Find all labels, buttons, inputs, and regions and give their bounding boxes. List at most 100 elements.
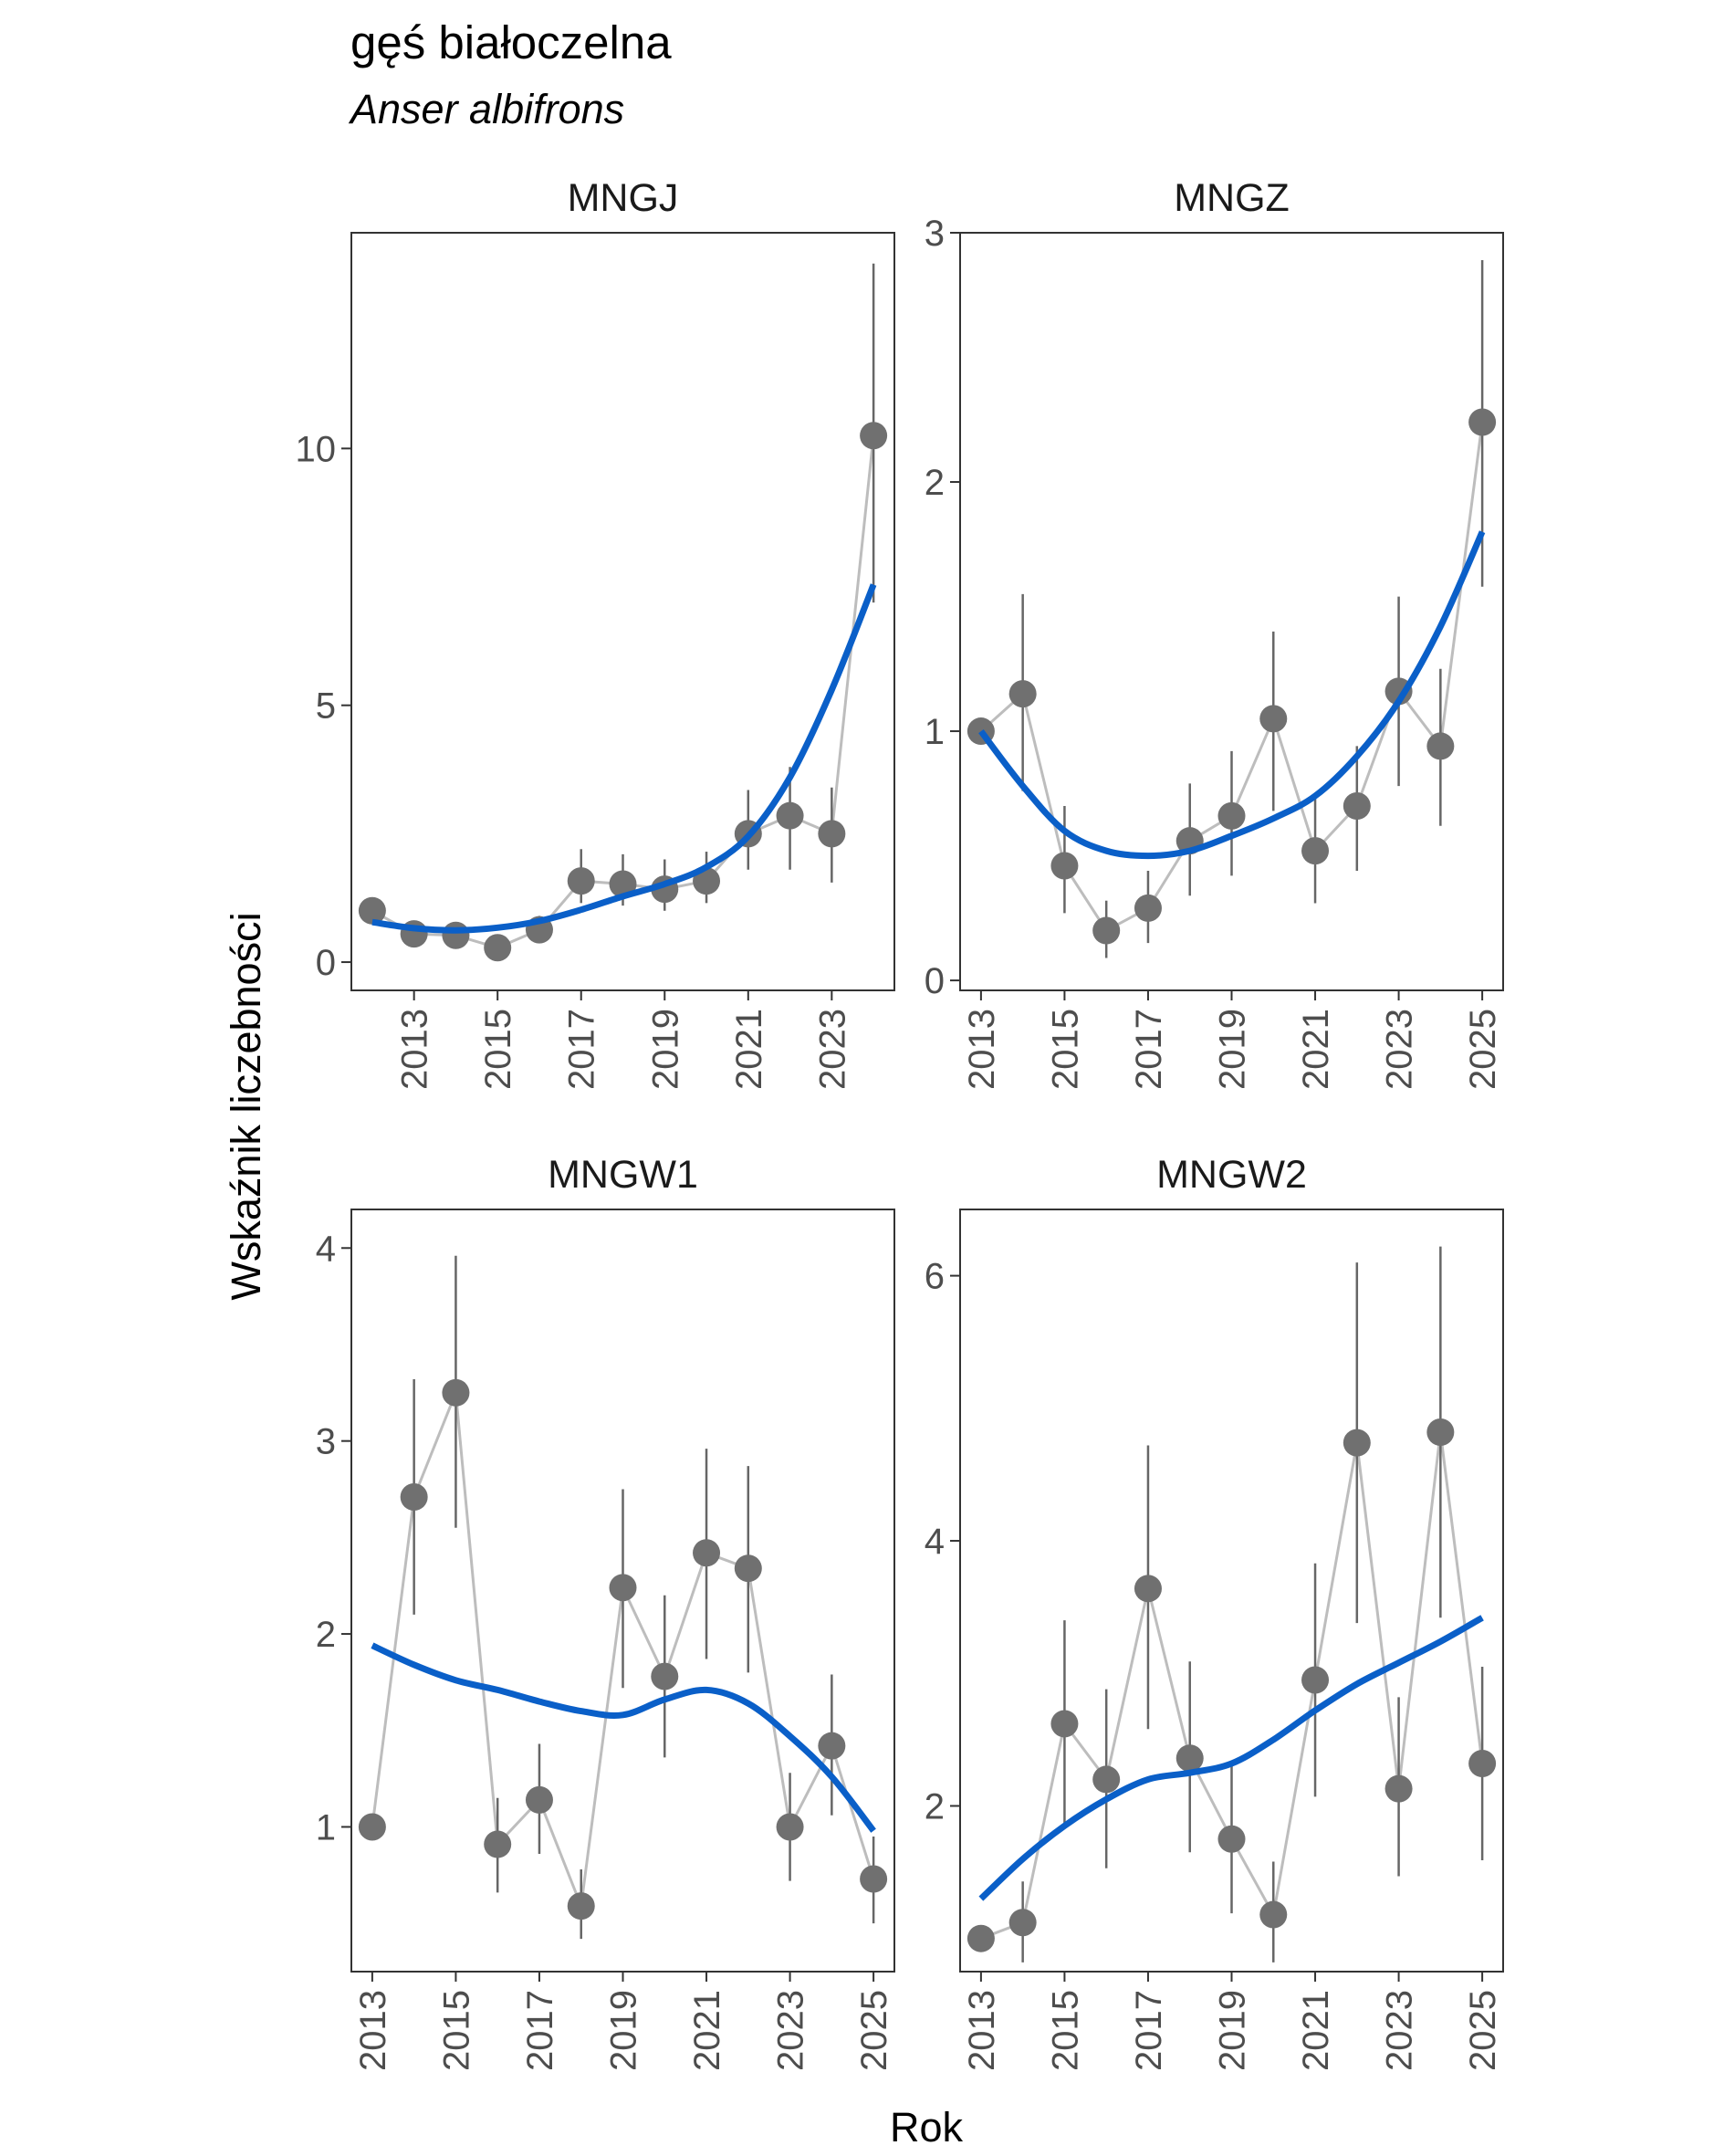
x-tick-label: 2015 <box>1045 1990 1085 2071</box>
data-point <box>1259 705 1288 733</box>
y-tick-label: 6 <box>925 1257 945 1297</box>
x-axis-title: Rok <box>890 2104 964 2151</box>
data-point <box>1134 894 1162 922</box>
x-tick-label: 2021 <box>729 1009 769 1090</box>
data-point <box>818 1732 846 1760</box>
data-point <box>1050 1710 1079 1738</box>
data-point <box>1217 1825 1246 1853</box>
x-tick-label: 2019 <box>645 1009 685 1090</box>
x-tick-label: 2023 <box>771 1990 811 2071</box>
x-tick-label: 2023 <box>1380 1990 1420 2071</box>
x-tick-label: 2017 <box>1129 1990 1169 2071</box>
x-tick-label: 2013 <box>353 1990 393 2071</box>
x-tick-label: 2015 <box>478 1009 518 1090</box>
trend-line <box>371 583 877 934</box>
panel-mngw1: MNGW1 1 2 3 4 2013 2015 2017 2019 2021 2023 2025 <box>316 1153 895 2071</box>
data-point <box>609 1574 637 1602</box>
data-point <box>567 867 595 895</box>
plot-area: MNGJ 0 5 10 2013 2015 2017 2019 2021 2023 MNGZ 0 1 2 3… <box>296 176 1504 2071</box>
y-tick-label: 3 <box>316 1422 336 1462</box>
data-point <box>609 870 637 898</box>
panel-mngz: MNGZ 0 1 2 3 2013 2015 2017 2019 2021 2023 2025 <box>925 176 1504 1090</box>
data-point <box>776 801 804 830</box>
trend-line <box>978 1615 1484 1901</box>
panel-frame <box>959 232 1504 991</box>
y-tick-label: 0 <box>316 943 336 983</box>
trend-line <box>978 530 1486 860</box>
data-point <box>1301 1666 1330 1694</box>
y-tick-label: 5 <box>316 686 336 727</box>
y-tick-label: 2 <box>925 1786 945 1826</box>
data-point <box>1468 1750 1497 1778</box>
x-tick-label: 2025 <box>1463 1990 1503 2071</box>
data-point <box>1301 837 1330 865</box>
data-point <box>860 422 888 450</box>
y-axis-title: Wskaźnik liczebności <box>223 912 269 1300</box>
data-point <box>1008 1909 1037 1937</box>
x-tick-label: 2017 <box>520 1990 560 2071</box>
panel-title: MNGW1 <box>548 1153 698 1197</box>
data-point <box>1426 1418 1455 1446</box>
data-point <box>1092 916 1121 945</box>
data-point <box>818 820 846 848</box>
y-tick-label: 4 <box>316 1229 336 1269</box>
chart-subtitle: Anser albifrons <box>348 86 624 132</box>
data-point <box>525 1785 553 1814</box>
x-tick-label: 2025 <box>854 1990 894 2071</box>
data-point <box>442 921 470 949</box>
x-tick-label: 2019 <box>1213 1009 1253 1090</box>
panel-mngj: MNGJ 0 5 10 2013 2015 2017 2019 2021 2023 <box>296 176 895 1090</box>
x-tick-label: 2013 <box>395 1009 435 1090</box>
data-point <box>358 896 386 925</box>
data-point <box>1259 1900 1288 1929</box>
x-tick-label: 2015 <box>436 1990 476 2071</box>
data-point <box>484 934 512 962</box>
x-tick-label: 2017 <box>562 1009 602 1090</box>
data-point <box>1343 1429 1371 1457</box>
x-tick-label: 2023 <box>1380 1009 1420 1090</box>
data-point <box>693 1539 721 1567</box>
data-point <box>400 1482 428 1511</box>
data-point <box>1343 791 1371 820</box>
chart-title: gęś białoczelna <box>350 16 672 68</box>
data-point <box>1175 1744 1204 1773</box>
panel-title: MNGJ <box>568 176 679 220</box>
y-tick-label: 2 <box>316 1615 336 1655</box>
y-tick-label: 0 <box>925 961 945 1001</box>
data-point <box>442 1378 470 1407</box>
x-tick-label: 2019 <box>1213 1990 1253 2071</box>
data-point <box>1217 801 1246 830</box>
data-point <box>1092 1765 1121 1794</box>
x-tick-label: 2021 <box>1296 1009 1336 1090</box>
data-point <box>484 1830 512 1858</box>
x-tick-label: 2025 <box>1463 1009 1503 1090</box>
data-point <box>567 1892 595 1921</box>
data-point <box>358 1813 386 1841</box>
x-tick-label: 2021 <box>1296 1990 1336 2071</box>
trend-line <box>371 1642 876 1833</box>
data-point <box>776 1813 804 1841</box>
y-tick-label: 1 <box>316 1807 336 1847</box>
panel-title: MNGW2 <box>1156 1153 1307 1197</box>
x-tick-label: 2013 <box>962 1990 1002 2071</box>
y-tick-label: 1 <box>925 712 945 752</box>
data-point <box>966 1924 995 1952</box>
data-point <box>651 1662 679 1690</box>
data-point <box>734 1554 762 1583</box>
y-tick-label: 10 <box>296 429 337 469</box>
data-point <box>860 1865 888 1893</box>
y-tick-label: 2 <box>925 463 945 503</box>
data-point <box>1384 1774 1413 1803</box>
data-point <box>1008 680 1037 708</box>
x-tick-label: 2021 <box>687 1990 727 2071</box>
x-tick-label: 2015 <box>1045 1009 1085 1090</box>
data-point <box>1050 852 1079 880</box>
x-tick-label: 2017 <box>1129 1009 1169 1090</box>
data-point <box>1134 1575 1162 1603</box>
y-tick-label: 3 <box>925 214 945 254</box>
panel-title: MNGZ <box>1174 176 1290 220</box>
x-tick-label: 2013 <box>962 1009 1002 1090</box>
y-tick-label: 4 <box>925 1522 945 1562</box>
data-point <box>1426 732 1455 760</box>
